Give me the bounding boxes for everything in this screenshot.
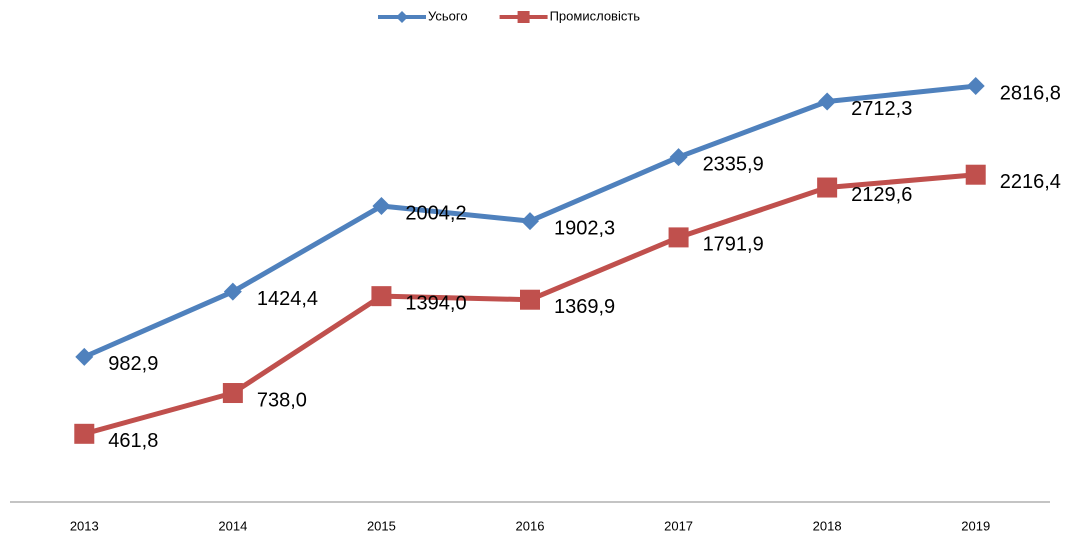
x-tick-label: 2016 [516,518,545,533]
marker [517,11,530,23]
x-tick-label: 2014 [218,518,247,533]
x-tick-label: 2013 [70,518,99,533]
x-tick-label: 2017 [664,518,693,533]
data-label: 461,8 [108,430,158,452]
marker [396,11,408,23]
legend-label: Усього [428,8,468,23]
marker [818,92,837,111]
marker [372,197,391,216]
data-label: 1424,4 [257,288,318,310]
marker [222,383,243,404]
data-label: 1902,3 [554,217,615,239]
marker [966,77,985,96]
data-label: 1394,0 [405,292,466,314]
x-tick-label: 2019 [961,518,990,533]
marker [965,164,986,185]
marker [223,282,242,301]
legend-label: Промисловість [550,8,641,23]
data-label: 2216,4 [1000,171,1061,193]
marker [75,347,94,366]
data-label: 738,0 [257,389,307,411]
marker [669,148,688,167]
data-label: 2129,6 [851,184,912,206]
marker [520,289,540,310]
data-label: 2816,8 [1000,82,1061,104]
marker [668,227,689,248]
data-label: 2712,3 [851,98,912,120]
x-tick-label: 2018 [813,518,842,533]
data-label: 982,9 [108,353,158,375]
x-tick-label: 2015 [367,518,396,533]
data-label: 1791,9 [703,234,764,256]
data-label: 2004,2 [405,202,466,224]
data-label: 1369,9 [554,296,615,318]
marker [817,177,838,198]
marker [521,212,539,231]
marker [371,286,392,307]
marker [74,423,95,444]
data-label: 2335,9 [703,153,764,175]
